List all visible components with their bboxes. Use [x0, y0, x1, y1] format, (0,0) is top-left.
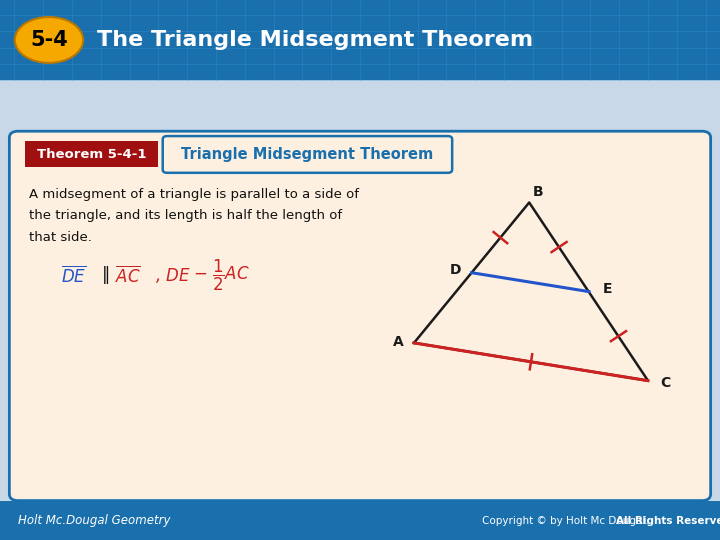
FancyBboxPatch shape: [0, 0, 720, 80]
FancyBboxPatch shape: [25, 141, 158, 167]
Text: $\overline{DE}$: $\overline{DE}$: [61, 265, 86, 286]
Text: All Rights Reserved.: All Rights Reserved.: [616, 516, 720, 525]
Text: E: E: [603, 282, 613, 296]
Text: $\|$: $\|$: [101, 265, 109, 286]
FancyBboxPatch shape: [0, 501, 720, 540]
Text: the triangle, and its length is half the length of: the triangle, and its length is half the…: [29, 210, 342, 222]
Text: D: D: [450, 263, 462, 277]
Text: A: A: [393, 335, 403, 349]
Text: that side.: that side.: [29, 231, 91, 244]
FancyBboxPatch shape: [9, 131, 711, 501]
Text: The Triangle Midsegment Theorem: The Triangle Midsegment Theorem: [97, 30, 534, 50]
Text: C: C: [660, 376, 670, 390]
Text: Copyright © by Holt Mc Dougal.: Copyright © by Holt Mc Dougal.: [482, 516, 649, 525]
Text: Holt Mc.Dougal Geometry: Holt Mc.Dougal Geometry: [18, 514, 171, 527]
Ellipse shape: [14, 17, 84, 63]
Text: 5-4: 5-4: [30, 30, 68, 50]
Text: Theorem 5-4-1: Theorem 5-4-1: [37, 148, 147, 161]
Text: B: B: [533, 185, 543, 199]
Text: Triangle Midsegment Theorem: Triangle Midsegment Theorem: [181, 147, 433, 162]
Text: , $DE$: , $DE$: [155, 266, 191, 285]
FancyBboxPatch shape: [163, 136, 452, 173]
Text: $-\ \dfrac{1}{2}AC$: $-\ \dfrac{1}{2}AC$: [193, 258, 250, 293]
Text: A midsegment of a triangle is parallel to a side of: A midsegment of a triangle is parallel t…: [29, 188, 359, 201]
Text: $\overline{AC}$: $\overline{AC}$: [115, 265, 141, 286]
